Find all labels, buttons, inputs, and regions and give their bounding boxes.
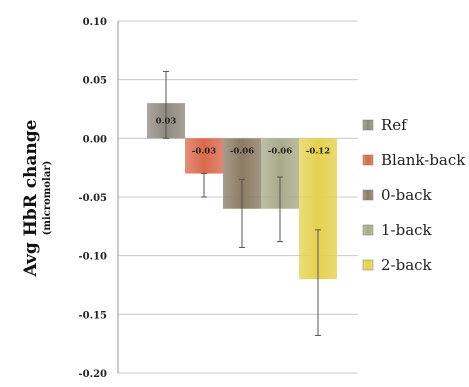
y-axis-title: Avg HbR change — [21, 119, 41, 277]
data-label: -0.06 — [230, 146, 254, 156]
legend-swatch — [362, 154, 374, 166]
legend-label: Ref — [381, 116, 408, 134]
y-tick-label: 0.05 — [83, 76, 107, 87]
data-label: -0.06 — [268, 146, 292, 156]
y-tick-label: -0.05 — [78, 193, 107, 204]
y-tick-label: -0.10 — [78, 252, 107, 263]
data-labels: 0.03 -0.03 -0.06 -0.06 -0.12 — [156, 117, 331, 157]
bars — [147, 70, 337, 336]
legend-label: Blank-back — [381, 151, 466, 169]
legend-swatch — [362, 119, 374, 131]
data-label: -0.03 — [192, 146, 216, 156]
legend-label: 0-back — [381, 186, 433, 204]
y-tick-label: -0.15 — [78, 310, 107, 321]
y-tick-label: -0.20 — [78, 369, 107, 380]
legend-label: 1-back — [381, 221, 433, 239]
bar-blank-back — [185, 138, 223, 174]
legend-swatch — [362, 189, 374, 201]
data-label: 0.03 — [156, 117, 177, 127]
data-label: -0.12 — [306, 146, 330, 156]
legend-swatch — [362, 259, 374, 271]
y-tick-label: 0.00 — [83, 134, 107, 145]
y-tick-label: 0.10 — [83, 17, 107, 28]
legend-swatch — [362, 224, 374, 236]
legend: Ref Blank-back 0-back 1-back 2-back — [362, 116, 466, 274]
legend-label: 2-back — [381, 256, 433, 274]
y-axis-subtitle: (micromolar) — [42, 161, 53, 236]
